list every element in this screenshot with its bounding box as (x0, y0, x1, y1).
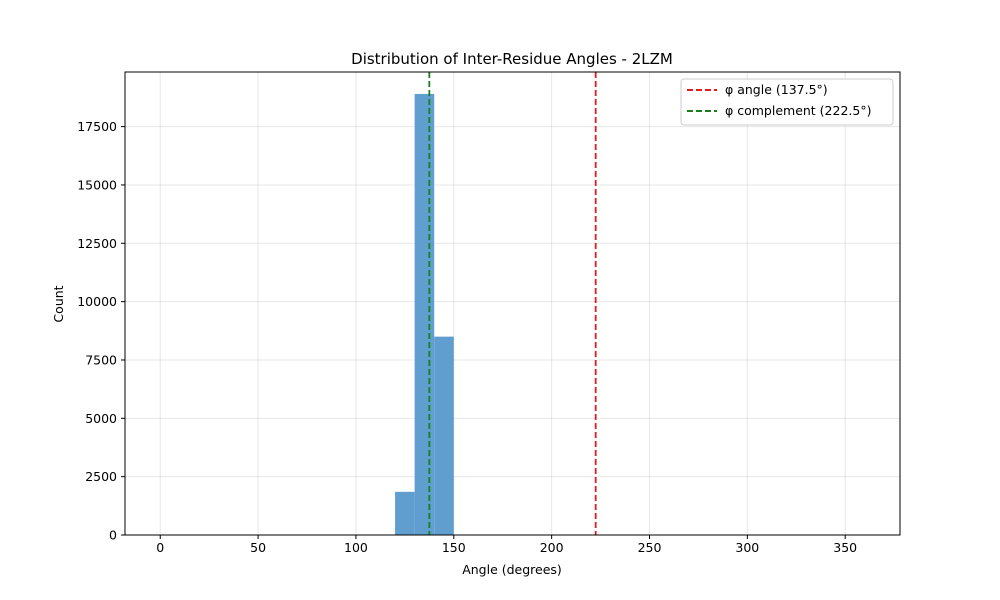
reference-lines (428, 72, 597, 535)
plot-frame (124, 71, 901, 536)
x-tick-label: 200 (540, 540, 564, 555)
y-tick-label: 7500 (85, 352, 117, 367)
y-axis-ticks: 0 2500 5000 7500 10000 12500 15000 17500 (77, 119, 125, 543)
x-axis-label: Angle (degrees) (462, 562, 562, 577)
histogram-bar (414, 93, 435, 535)
legend-label-phi-angle: φ angle (137.5°) (725, 82, 828, 97)
y-tick-label: 0 (109, 528, 117, 543)
legend: φ angle (137.5°) φ complement (222.5°) (680, 78, 894, 126)
x-tick-label: 50 (250, 540, 266, 555)
y-tick-label: 5000 (85, 411, 117, 426)
y-tick-label: 2500 (85, 469, 117, 484)
x-tick-label: 100 (344, 540, 368, 555)
y-tick-label: 10000 (77, 294, 117, 309)
histogram-bars (395, 93, 454, 535)
x-tick-label: 350 (833, 540, 857, 555)
x-tick-label: 250 (638, 540, 662, 555)
y-tick-label: 15000 (77, 177, 117, 192)
chart-title: Distribution of Inter-Residue Angles - 2… (351, 50, 673, 68)
y-axis-label: Count (51, 285, 66, 322)
x-tick-label: 0 (156, 540, 164, 555)
y-tick-label: 12500 (77, 236, 117, 251)
y-tick-label: 17500 (77, 119, 117, 134)
x-tick-label: 300 (735, 540, 759, 555)
histogram-bar (395, 491, 415, 535)
x-axis-ticks: 0 50 100 150 200 250 300 350 (156, 535, 857, 555)
legend-label-phi-complement: φ complement (222.5°) (725, 103, 871, 118)
histogram-bar (434, 336, 454, 535)
legend-box (680, 78, 894, 126)
x-tick-label: 150 (442, 540, 466, 555)
